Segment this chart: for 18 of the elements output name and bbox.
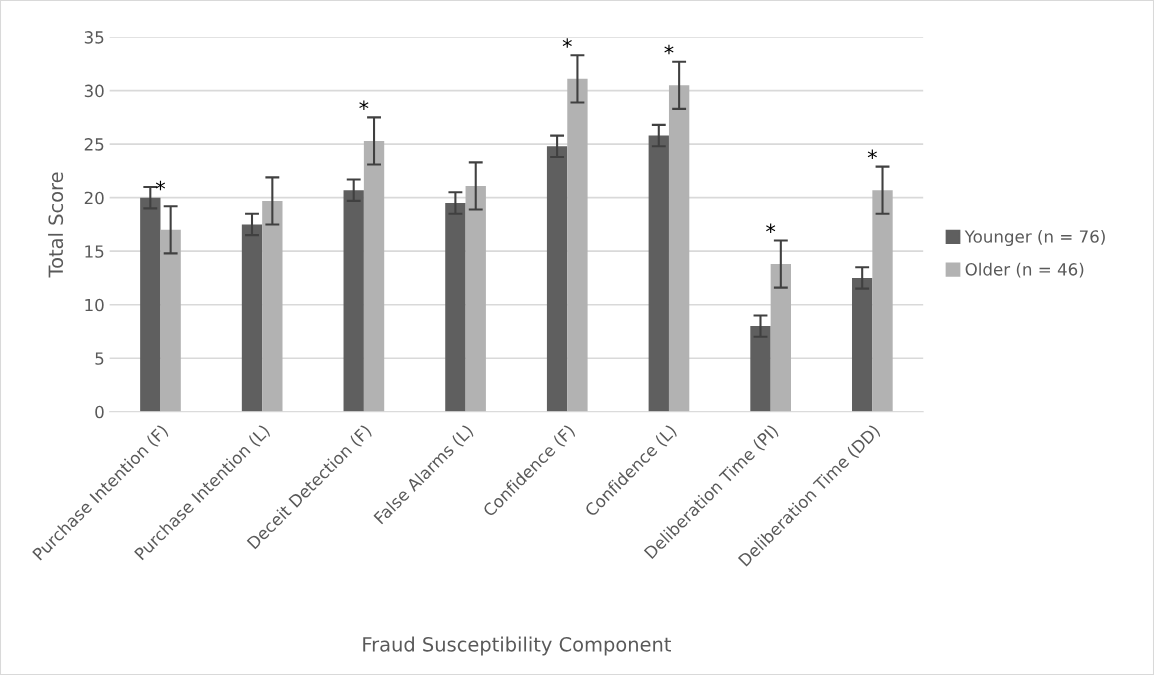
y-tick-label: 20 — [84, 191, 104, 205]
annotation: * — [562, 38, 572, 48]
annotation: * — [155, 180, 166, 191]
annotation: * — [867, 149, 877, 160]
y-tick-label: 30 — [84, 84, 104, 98]
y-tick-label: 35 — [84, 31, 104, 44]
y-tick-label: 10 — [85, 298, 104, 312]
x-axis-title: Fraud Susceptibility Component — [363, 636, 671, 656]
annotation: * — [766, 223, 776, 233]
y-tick-label: 5 — [95, 352, 104, 365]
legend-label: Younger (n = 76) — [964, 229, 1105, 247]
annotation: * — [359, 100, 369, 110]
y-tick-label: 0 — [95, 405, 104, 419]
y-tick-label: 15 — [85, 245, 104, 258]
y-tick-label: 25 — [84, 138, 104, 151]
y-axis-title: Total Score — [48, 172, 64, 278]
annotation: * — [664, 44, 674, 55]
legend-label: Older (n = 46) — [965, 262, 1084, 278]
